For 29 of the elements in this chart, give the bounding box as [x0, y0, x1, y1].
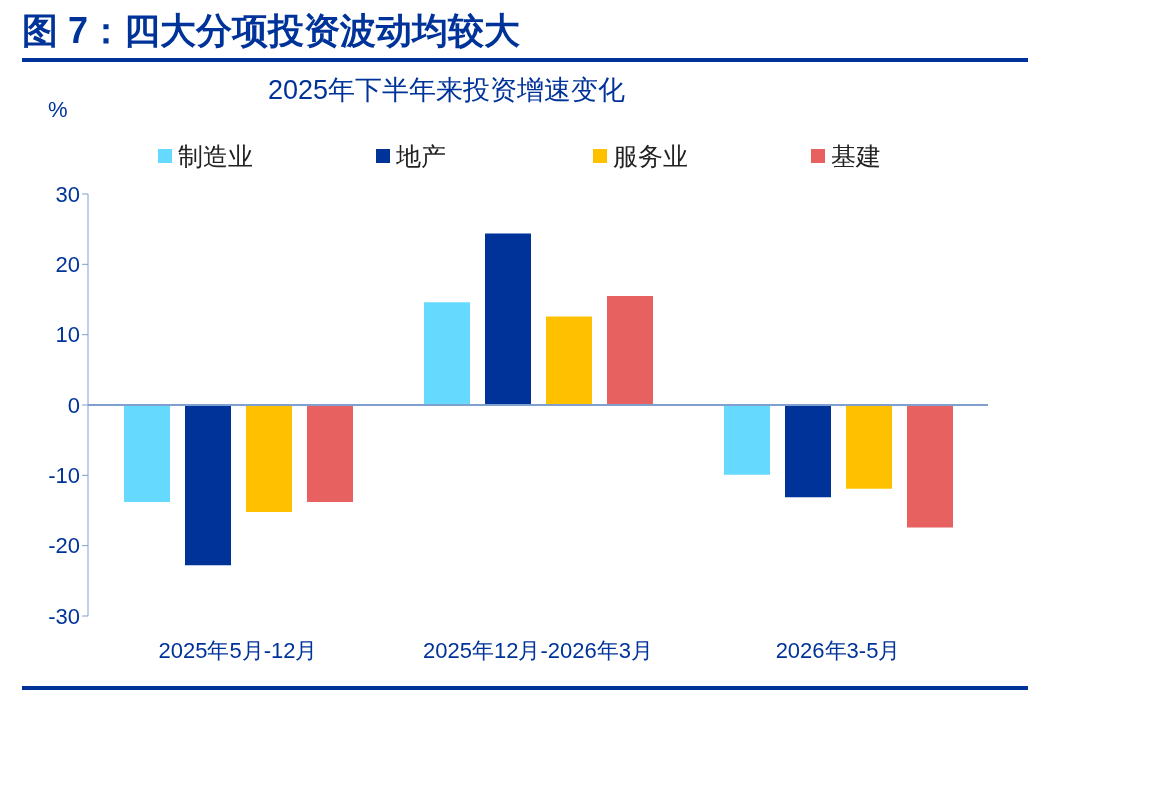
bar [246, 405, 292, 512]
bar [724, 405, 770, 475]
bar [546, 316, 592, 405]
x-tick-label: 2026年3-5月 [775, 637, 901, 663]
legend-label: 服务业 [612, 140, 689, 172]
bar [607, 295, 653, 405]
legend-label: 地产 [394, 140, 447, 172]
y-tick-label: 30 [55, 181, 80, 207]
y-tick-label: -20 [48, 533, 80, 559]
bar [307, 405, 353, 503]
bar [485, 233, 531, 405]
y-tick-label: 20 [55, 252, 80, 278]
y-tick-label: -30 [48, 603, 80, 629]
legend-label: 基建 [829, 140, 882, 172]
y-tick-label: -10 [48, 463, 80, 489]
bar [124, 405, 170, 503]
y-tick-label: 10 [55, 322, 80, 348]
x-tick-label: 2025年12月-2026年3月 [423, 637, 653, 663]
bar [907, 405, 953, 528]
bar [846, 405, 892, 489]
x-tick-label: 2025年5月-12月 [158, 637, 318, 663]
chart-title: 图 7：四大分项投资波动均较大 [22, 9, 522, 53]
bar [185, 405, 231, 566]
legend-label: 制造业 [177, 140, 254, 172]
y-axis-title: % [48, 97, 69, 123]
bar [785, 405, 831, 498]
chart-subtitle: 2025年下半年来投资增速变化 [268, 74, 626, 107]
y-tick-label: 0 [67, 392, 80, 418]
bar [424, 302, 470, 405]
